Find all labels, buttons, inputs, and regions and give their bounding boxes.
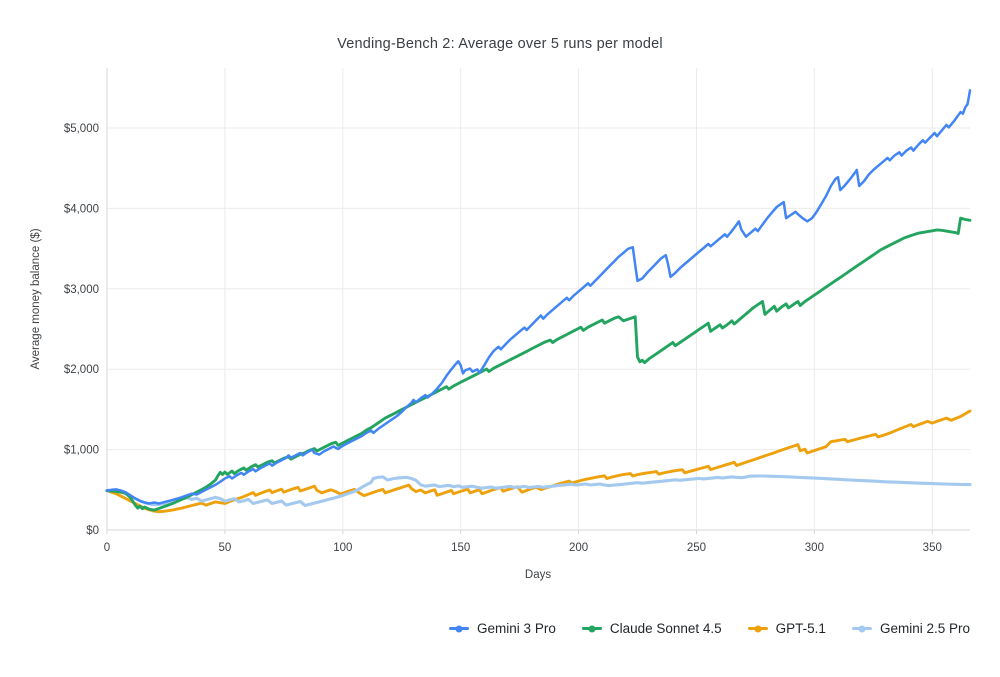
y-tick-label: $0 [86, 525, 99, 537]
legend-line-marker-icon [449, 625, 470, 632]
y-tick-label: $2,000 [64, 364, 99, 376]
y-tick-label: $3,000 [64, 284, 99, 296]
legend-label: Gemini 2.5 Pro [879, 621, 970, 636]
chart-legend: Gemini 3 Pro Claude Sonnet 4.5 GPT-5.1 G… [449, 621, 970, 636]
x-axis-title: Days [524, 569, 552, 581]
legend-line-marker-icon [581, 625, 602, 632]
legend-label: GPT-5.1 [775, 621, 826, 636]
y-tick-label: $1,000 [64, 445, 99, 457]
legend-label: Gemini 3 Pro [477, 621, 556, 636]
x-tick-label: 250 [687, 542, 706, 554]
legend-dot-icon [455, 625, 463, 632]
legend-label: Claude Sonnet 4.5 [609, 621, 722, 636]
series-line-gemini-3-pro [105, 89, 972, 505]
chart-title: Vending-Bench 2: Average over 5 runs per… [337, 36, 663, 52]
x-tick-label: 200 [569, 542, 588, 554]
legend-line-marker-icon [747, 625, 768, 632]
y-tick-label: $4,000 [64, 203, 99, 215]
legend-item-claude-sonnet-4-5: Claude Sonnet 4.5 [581, 621, 722, 636]
legend-dot-icon [858, 625, 866, 632]
y-tick-label: $5,000 [64, 123, 99, 135]
legend-item-gemini-2-5-pro: Gemini 2.5 Pro [851, 621, 970, 636]
legend-dot-icon [588, 625, 596, 632]
x-tick-label: 0 [104, 542, 110, 554]
legend-dot-icon [754, 625, 762, 632]
x-tick-label: 50 [218, 542, 231, 554]
x-tick-label: 150 [451, 542, 470, 554]
legend-line-marker-icon [851, 625, 872, 632]
x-tick-label: 100 [333, 542, 352, 554]
legend-item-gemini-3-pro: Gemini 3 Pro [449, 621, 556, 636]
legend-item-gpt-5-1: GPT-5.1 [747, 621, 826, 636]
series-line-gpt-5-1 [105, 409, 972, 514]
x-tick-label: 350 [923, 542, 942, 554]
series-line-gemini-2-5-pro [105, 474, 972, 508]
series-line-claude-sonnet-4-5 [105, 216, 972, 512]
x-tick-label: 300 [805, 542, 824, 554]
